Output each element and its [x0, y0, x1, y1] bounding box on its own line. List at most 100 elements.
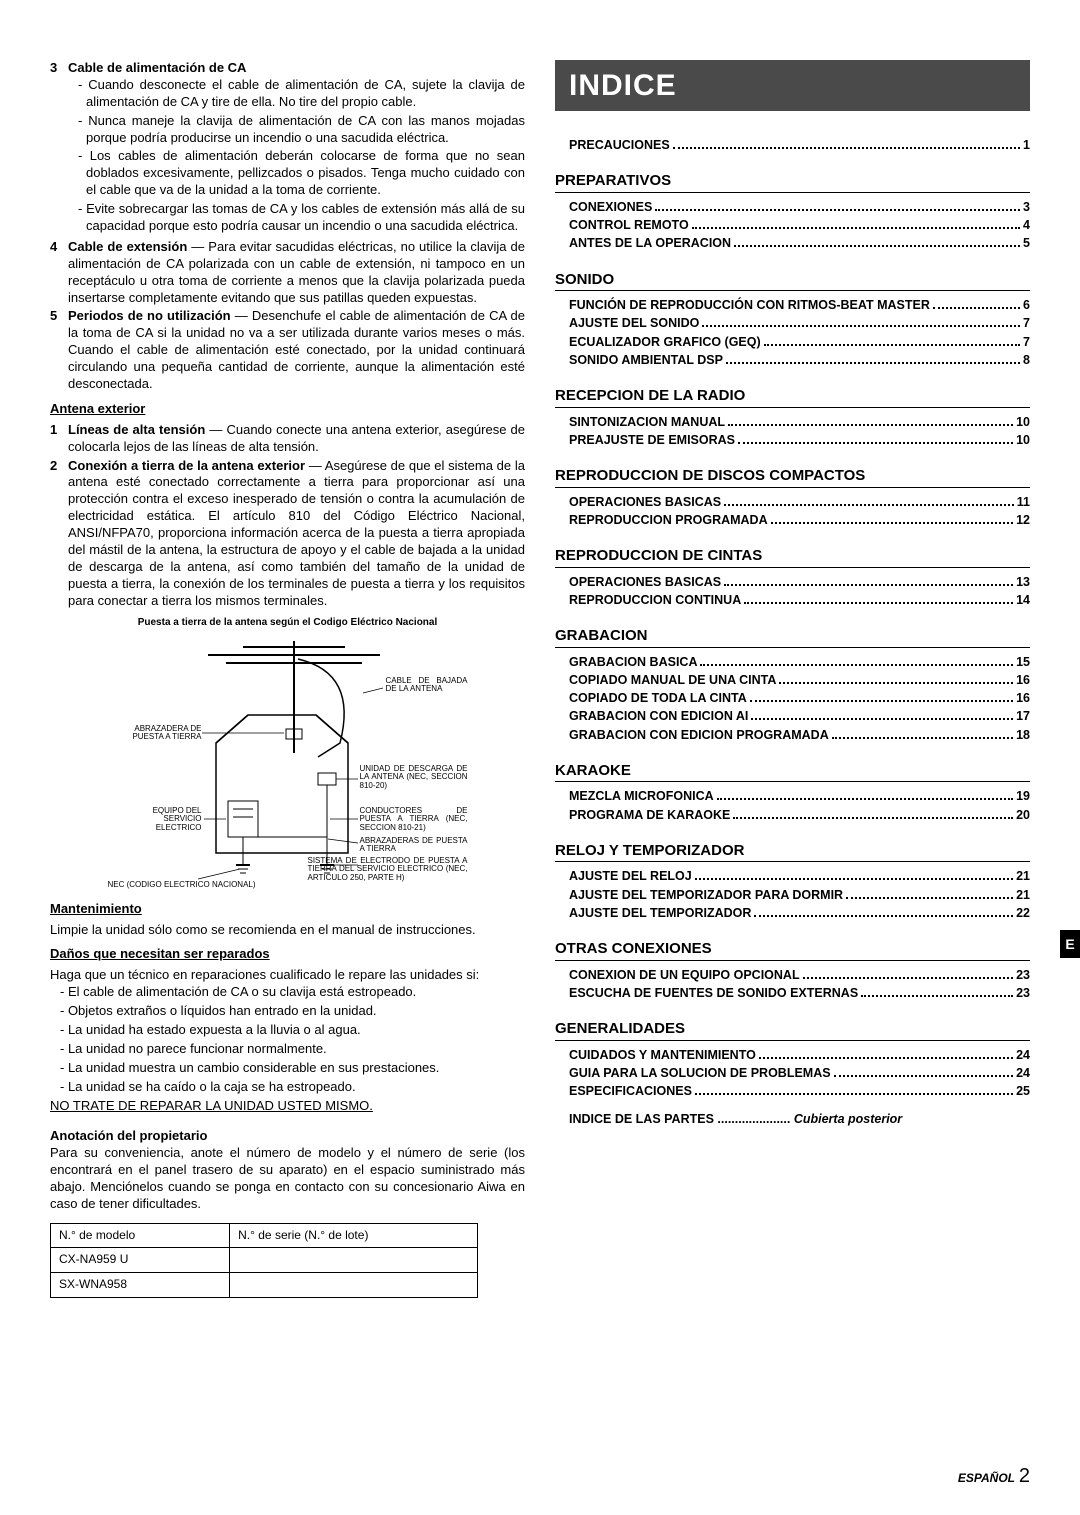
no-trate-warning: NO TRATE DE REPARAR LA UNIDAD USTED MISM…: [50, 1098, 525, 1115]
toc-label: AJUSTE DEL TEMPORIZADOR: [569, 905, 751, 921]
toc-section-heading: REPRODUCCION DE DISCOS COMPACTOS: [555, 466, 1030, 488]
toc-page: 13: [1016, 574, 1030, 590]
toc-label: ESCUCHA DE FUENTES DE SONIDO EXTERNAS: [569, 985, 858, 1001]
table-row: SX-WNA958: [51, 1273, 478, 1298]
toc-line: REPRODUCCION PROGRAMADA12: [555, 512, 1030, 528]
indice-banner: INDICE: [555, 60, 1030, 111]
toc-label: CONTROL REMOTO: [569, 217, 689, 233]
table-cell: CX-NA959 U: [51, 1248, 230, 1273]
item-title: Líneas de alta tensión: [68, 422, 205, 437]
toc-page: 15: [1016, 654, 1030, 670]
toc-line: PREAJUSTE DE EMISORAS 10: [555, 432, 1030, 448]
toc-dots: [754, 915, 1013, 917]
toc-label: PREAJUSTE DE EMISORAS: [569, 432, 735, 448]
toc-dots: [673, 147, 1020, 149]
toc-label: GRABACION CON EDICION AI: [569, 708, 748, 724]
toc-page: 23: [1016, 985, 1030, 1001]
toc-label: ANTES DE LA OPERACION: [569, 235, 731, 251]
indice-title: INDICE: [569, 69, 677, 102]
danos-heading: Daños que necesitan ser reparados: [50, 946, 525, 963]
toc-label: CONEXION DE UN EQUIPO OPCIONAL: [569, 967, 800, 983]
toc-label: REPRODUCCION CONTINUA: [569, 592, 741, 608]
diagram-label: UNIDAD DE DESCARGA DE LA ANTENA (NEC, SE…: [360, 765, 468, 791]
toc-label: REPRODUCCION PROGRAMADA: [569, 512, 768, 528]
mantenimiento-body: Limpie la unidad sólo como se recomienda…: [50, 922, 525, 939]
toc-dots: [750, 700, 1013, 702]
toc-label: PROGRAMA DE KARAOKE: [569, 807, 730, 823]
page: 3Cable de alimentación de CA- Cuando des…: [50, 60, 1030, 1298]
toc-dots: [771, 522, 1013, 524]
toc-label: AJUSTE DEL SONIDO: [569, 315, 699, 331]
toc-line: GUIA PARA LA SOLUCION DE PROBLEMAS24: [555, 1065, 1030, 1081]
toc-label: CONEXIONES: [569, 199, 652, 215]
toc-dots: [803, 977, 1014, 979]
toc-page: 22: [1016, 905, 1030, 921]
toc-page: 18: [1016, 727, 1030, 743]
diagram-label: NEC (CODIGO ELECTRICO NACIONAL): [108, 881, 256, 890]
item-body: Periodos de no utilización — Desenchufe …: [68, 308, 525, 392]
toc-dots: [655, 209, 1020, 211]
dash-item: - Objetos extraños o líquidos han entrad…: [60, 1003, 525, 1020]
left-column: 3Cable de alimentación de CA- Cuando des…: [50, 60, 525, 1298]
grounding-diagram: CABLE DE BAJADA DE LA ANTENA ABRAZADERA …: [108, 633, 468, 893]
item-body: Conexión a tierra de la antena exterior …: [68, 458, 525, 610]
toc-section-heading: SONIDO: [555, 270, 1030, 292]
toc-label: OPERACIONES BASICAS: [569, 494, 721, 510]
toc-dots: [726, 362, 1020, 364]
footer-page-number: 2: [1019, 1465, 1030, 1487]
numbered-item: 2Conexión a tierra de la antena exterior…: [50, 458, 525, 610]
toc-dots: [700, 664, 1013, 666]
toc-tail: Cubierta posterior: [794, 1112, 902, 1126]
toc-dots: [744, 602, 1013, 604]
toc-section-heading: RELOJ Y TEMPORIZADOR: [555, 841, 1030, 863]
toc-label: GUIA PARA LA SOLUCION DE PROBLEMAS: [569, 1065, 831, 1081]
toc-page: 7: [1023, 334, 1030, 350]
toc-dots: [861, 995, 1013, 997]
toc-page: 4: [1023, 217, 1030, 233]
dash-item: - Cuando desconecte el cable de alimenta…: [78, 77, 525, 111]
toc-page: 21: [1016, 868, 1030, 884]
table-cell: [230, 1273, 477, 1298]
item-number: 2: [50, 458, 68, 610]
numbered-item: 5Periodos de no utilización — Desenchufe…: [50, 308, 525, 392]
dash-item: - Los cables de alimentación deberán col…: [78, 148, 525, 199]
toc-line: AJUSTE DEL TEMPORIZADOR PARA DORMIR21: [555, 887, 1030, 903]
toc-section-heading: RECEPCION DE LA RADIO: [555, 386, 1030, 408]
toc-page: 11: [1017, 494, 1030, 510]
toc-line: GRABACION CON EDICION AI17: [555, 708, 1030, 724]
toc-dots: [751, 718, 1013, 720]
toc-label: SINTONIZACION MANUAL: [569, 414, 725, 430]
dash-item: - La unidad no parece funcionar normalme…: [60, 1041, 525, 1058]
toc-section-heading: GRABACION: [555, 626, 1030, 648]
toc-dots: [724, 584, 1013, 586]
toc-section-heading: OTRAS CONEXIONES: [555, 939, 1030, 961]
dash-item: - Evite sobrecargar las tomas de CA y lo…: [78, 201, 525, 235]
toc-page: 8: [1023, 352, 1030, 368]
toc-label: COPIADO DE TODA LA CINTA: [569, 690, 747, 706]
toc-label: ESPECIFICACIONES: [569, 1083, 692, 1099]
toc-page: 21: [1016, 887, 1030, 903]
dash-item: - El cable de alimentación de CA o su cl…: [60, 984, 525, 1001]
toc-dots: .....................: [717, 1112, 793, 1126]
dash-item: - La unidad ha estado expuesta a la lluv…: [60, 1022, 525, 1039]
diagram-label: SISTEMA DE ELECTRODO DE PUESTA A TIERRA …: [308, 857, 468, 883]
antena-heading: Antena exterior: [50, 401, 525, 418]
toc-line: AJUSTE DEL TEMPORIZADOR 22: [555, 905, 1030, 921]
toc-line: CUIDADOS Y MANTENIMIENTO24: [555, 1047, 1030, 1063]
table-cell: [230, 1248, 477, 1273]
diagram-caption: Puesta a tierra de la antena según el Co…: [50, 616, 525, 629]
toc-line: GRABACION BASICA15: [555, 654, 1030, 670]
toc-dots: [846, 897, 1013, 899]
toc-page: 20: [1016, 807, 1030, 823]
diagram-label: ABRAZADERA DE PUESTA A TIERRA: [116, 725, 202, 743]
table-row: CX-NA959 U: [51, 1248, 478, 1273]
toc-page: 16: [1016, 672, 1030, 688]
toc-page: 14: [1016, 592, 1030, 608]
toc-dots: [717, 798, 1013, 800]
toc-line: CONEXION DE UN EQUIPO OPCIONAL23: [555, 967, 1030, 983]
numbered-item: 4Cable de extensión — Para evitar sacudi…: [50, 239, 525, 307]
toc-page: 10: [1016, 432, 1030, 448]
toc-line: FUNCIÓN DE REPRODUCCIÓN CON RITMOS-BEAT …: [555, 297, 1030, 313]
toc-dots: [834, 1075, 1014, 1077]
item-title: Cable de alimentación de CA: [68, 60, 246, 75]
